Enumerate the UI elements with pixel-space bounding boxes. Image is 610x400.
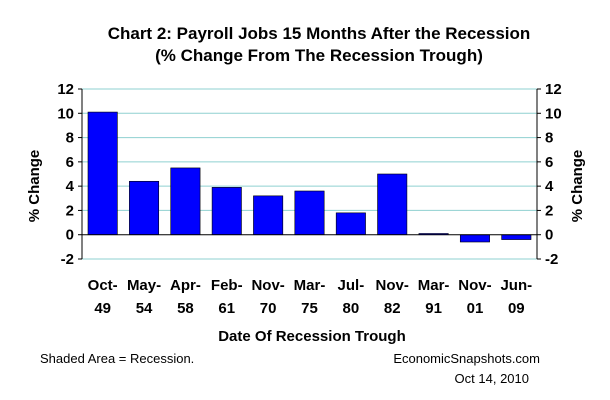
x-tick-label-year: 61 bbox=[218, 300, 235, 317]
x-tick-label-month: May- bbox=[127, 277, 161, 294]
y-axis-label-left: % Change bbox=[26, 150, 43, 223]
y-tick-label-right: 10 bbox=[545, 105, 562, 122]
y-tick-label-right: 12 bbox=[545, 81, 562, 98]
chart-title: Chart 2: Payroll Jobs 15 Months After th… bbox=[108, 24, 531, 43]
x-tick-label-month: Oct- bbox=[88, 277, 118, 294]
x-tick-label-month: Mar- bbox=[294, 277, 326, 294]
x-tick-label-year: 80 bbox=[343, 300, 360, 317]
x-tick-label-year: 70 bbox=[260, 300, 277, 317]
y-tick-label-left: 4 bbox=[66, 178, 75, 195]
bar bbox=[294, 190, 325, 236]
bar bbox=[377, 173, 408, 236]
y-axis-label-right: % Change bbox=[569, 150, 586, 223]
y-tick-label-left: -2 bbox=[61, 251, 74, 268]
x-tick-label-year: 82 bbox=[384, 300, 401, 317]
x-tick-label-year: 01 bbox=[467, 300, 484, 317]
x-tick-label-month: Apr- bbox=[170, 277, 201, 294]
x-tick-label-month: Jun- bbox=[500, 277, 532, 294]
x-tick-label-year: 54 bbox=[136, 300, 153, 317]
x-axis-label: Date Of Recession Trough bbox=[218, 328, 406, 345]
bar bbox=[253, 195, 284, 236]
y-tick-labels: -2 -2 0 0 2 2 4 4 6 6 8 8 10 10 12 12 bbox=[57, 81, 561, 268]
y-tick-label-right: 4 bbox=[545, 178, 554, 195]
x-tick-label-year: 75 bbox=[301, 300, 318, 317]
x-tick-label-month: Mar- bbox=[418, 277, 450, 294]
bars bbox=[87, 111, 532, 243]
y-tick-label-right: 0 bbox=[545, 227, 553, 244]
source-credit: EconomicSnapshots.com bbox=[393, 351, 540, 366]
bar bbox=[87, 111, 118, 236]
x-tick-label-month: Jul- bbox=[338, 277, 365, 294]
bar bbox=[335, 212, 366, 236]
x-tick-label-month: Nov- bbox=[251, 277, 284, 294]
y-tick-label-left: 0 bbox=[66, 227, 74, 244]
x-tick-label-year: 09 bbox=[508, 300, 525, 317]
y-tick-label-right: -2 bbox=[545, 251, 558, 268]
axes bbox=[78, 88, 541, 260]
y-tick-label-left: 6 bbox=[66, 154, 74, 171]
bar bbox=[129, 180, 160, 236]
y-tick-label-left: 12 bbox=[57, 81, 74, 98]
x-tick-label-month: Nov- bbox=[458, 277, 491, 294]
footnote-shaded-area: Shaded Area = Recession. bbox=[40, 351, 194, 366]
y-tick-label-right: 6 bbox=[545, 154, 553, 171]
bar bbox=[501, 234, 532, 240]
x-tick-label-year: 91 bbox=[425, 300, 442, 317]
chart-date: Oct 14, 2010 bbox=[455, 371, 529, 386]
x-tick-label-month: Feb- bbox=[211, 277, 243, 294]
y-tick-label-right: 8 bbox=[545, 130, 553, 147]
y-tick-label-left: 10 bbox=[57, 105, 74, 122]
bar bbox=[170, 167, 201, 236]
bar bbox=[211, 187, 242, 236]
y-tick-label-right: 2 bbox=[545, 202, 553, 219]
y-tick-label-left: 2 bbox=[66, 202, 74, 219]
y-tick-label-left: 8 bbox=[66, 130, 74, 147]
chart-subtitle: (% Change From The Recession Trough) bbox=[155, 46, 483, 65]
bar bbox=[459, 234, 490, 243]
x-tick-labels: Oct- 49 May- 54 Apr- 58 Feb- 61 Nov- 70 Mar- 75 Jul-… bbox=[88, 277, 532, 317]
x-tick-label-year: 58 bbox=[177, 300, 194, 317]
x-tick-label-year: 49 bbox=[94, 300, 111, 317]
x-tick-label-month: Nov- bbox=[376, 277, 409, 294]
